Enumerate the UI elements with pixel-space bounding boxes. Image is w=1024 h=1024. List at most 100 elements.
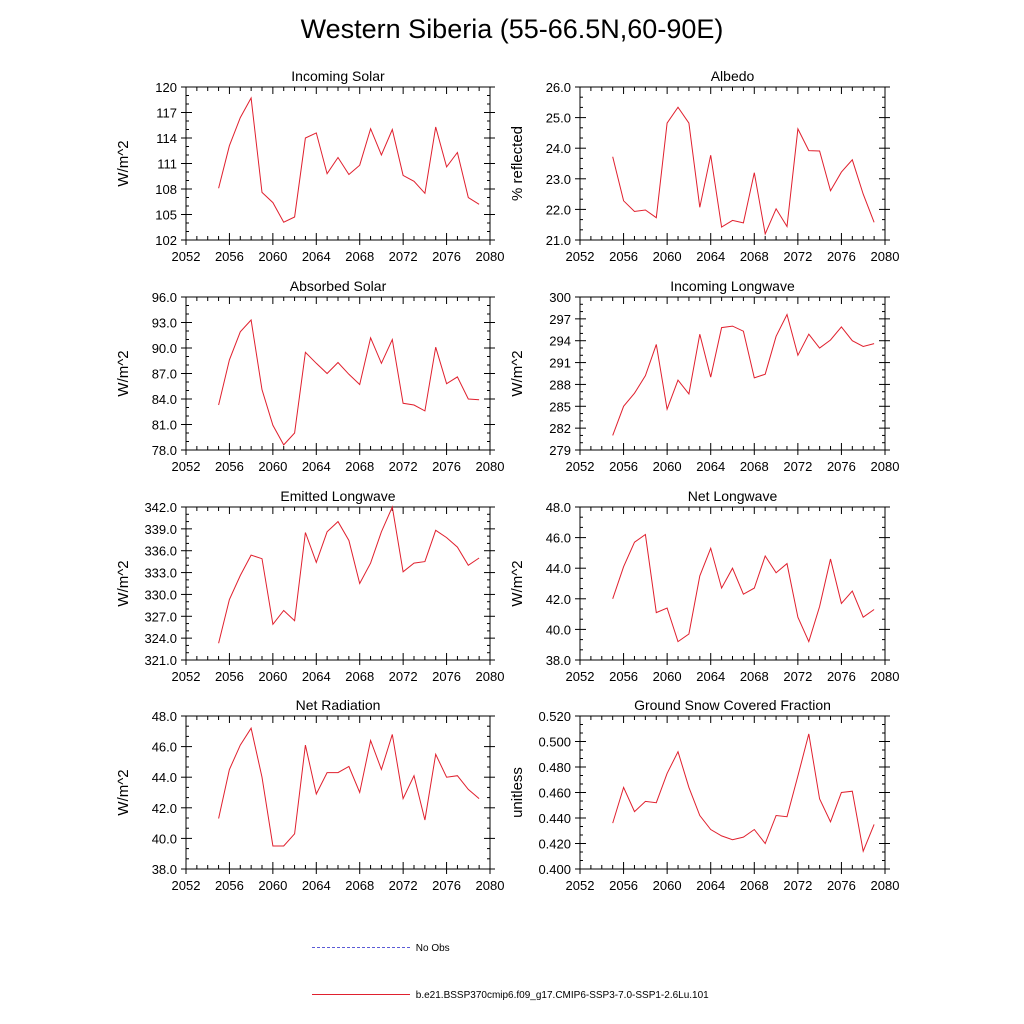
x-tick-label: 2064 xyxy=(302,459,331,474)
y-tick-label: 279 xyxy=(549,443,571,458)
x-tick-label: 2052 xyxy=(172,878,201,893)
y-tick-label: 330.0 xyxy=(144,587,177,602)
y-tick-label: 93.0 xyxy=(152,316,177,331)
x-tick-label: 2064 xyxy=(696,459,725,474)
y-axis-label: unitless xyxy=(509,767,526,818)
x-tick-label: 2072 xyxy=(389,459,418,474)
x-tick-label: 2060 xyxy=(653,249,682,264)
y-tick-label: 48.0 xyxy=(546,500,571,515)
x-tick-label: 2056 xyxy=(609,878,638,893)
x-tick-label: 2060 xyxy=(258,249,287,264)
y-tick-label: 0.520 xyxy=(538,709,571,724)
x-tick-label: 2068 xyxy=(345,669,374,684)
x-tick-label: 2052 xyxy=(172,459,201,474)
y-tick-label: 40.0 xyxy=(546,622,571,637)
y-tick-label: 84.0 xyxy=(152,392,177,407)
y-tick-label: 46.0 xyxy=(152,740,177,755)
y-tick-label: 300 xyxy=(549,290,571,305)
x-tick-label: 2052 xyxy=(172,249,201,264)
x-tick-label: 2072 xyxy=(783,878,812,893)
y-tick-label: 42.0 xyxy=(152,801,177,816)
x-tick-label: 2060 xyxy=(258,878,287,893)
x-tick-label: 2052 xyxy=(566,669,595,684)
x-tick-label: 2060 xyxy=(653,459,682,474)
y-axis-label: W/m^2 xyxy=(509,350,526,396)
series-line xyxy=(612,313,875,436)
y-tick-label: 44.0 xyxy=(546,561,571,576)
y-axis-label: W/m^2 xyxy=(115,560,132,606)
x-tick-label: 2080 xyxy=(871,878,900,893)
x-tick-label: 2068 xyxy=(345,459,374,474)
x-tick-label: 2080 xyxy=(476,459,505,474)
legend-line-solid xyxy=(312,994,410,996)
plot-frame xyxy=(579,86,886,241)
x-tick-label: 2060 xyxy=(258,669,287,684)
chart-title: Albedo xyxy=(711,68,755,84)
y-tick-label: 120 xyxy=(155,80,177,95)
x-tick-label: 2080 xyxy=(871,249,900,264)
series-line xyxy=(218,96,480,223)
y-tick-label: 339.0 xyxy=(144,522,177,537)
x-tick-label: 2060 xyxy=(653,669,682,684)
legend-label: b.e21.BSSP370cmip6.f09_g17.CMIP6-SSP3-7.… xyxy=(415,990,709,1001)
x-tick-label: 2072 xyxy=(783,669,812,684)
y-tick-label: 105 xyxy=(155,208,177,223)
y-tick-label: 90.0 xyxy=(152,341,177,356)
x-tick-label: 2076 xyxy=(432,459,461,474)
y-tick-label: 24.0 xyxy=(546,141,571,156)
x-tick-label: 2052 xyxy=(566,459,595,474)
x-tick-label: 2064 xyxy=(696,878,725,893)
y-tick-label: 22.0 xyxy=(546,202,571,217)
series-line xyxy=(218,318,480,446)
x-tick-label: 2056 xyxy=(609,669,638,684)
y-tick-label: 285 xyxy=(549,399,571,414)
x-tick-label: 2064 xyxy=(302,249,331,264)
x-tick-label: 2072 xyxy=(389,249,418,264)
x-tick-label: 2064 xyxy=(302,669,331,684)
plot-frame xyxy=(185,86,491,241)
y-tick-label: 0.440 xyxy=(538,811,571,826)
chart-title: Net Radiation xyxy=(296,697,381,713)
y-tick-label: 108 xyxy=(155,182,177,197)
y-tick-label: 333.0 xyxy=(144,566,177,581)
x-tick-label: 2056 xyxy=(215,459,244,474)
y-tick-label: 78.0 xyxy=(152,443,177,458)
chart-title: Net Longwave xyxy=(688,488,778,504)
x-tick-label: 2068 xyxy=(345,249,374,264)
y-tick-label: 111 xyxy=(157,157,177,172)
x-tick-label: 2080 xyxy=(476,878,505,893)
chart-title: Incoming Solar xyxy=(291,68,385,84)
plot-frame xyxy=(185,296,491,451)
y-tick-label: 46.0 xyxy=(546,531,571,546)
chart-albedo: Albedo % reflected 2052 2056 2060 2064 2068 207… xyxy=(509,68,899,264)
y-tick-label: 0.460 xyxy=(538,786,571,801)
x-tick-label: 2076 xyxy=(432,669,461,684)
x-tick-label: 2076 xyxy=(827,459,856,474)
y-tick-label: 0.500 xyxy=(538,735,571,750)
y-axis-label: % reflected xyxy=(509,126,526,201)
x-tick-label: 2056 xyxy=(215,249,244,264)
chart-title: Ground Snow Covered Fraction xyxy=(634,697,831,713)
y-tick-label: 102 xyxy=(155,233,177,248)
y-axis-label: W/m^2 xyxy=(115,769,132,815)
x-tick-label: 2052 xyxy=(566,878,595,893)
y-axis-label: W/m^2 xyxy=(509,560,526,606)
y-tick-label: 26.0 xyxy=(546,80,571,95)
x-tick-label: 2052 xyxy=(566,249,595,264)
x-tick-label: 2068 xyxy=(740,249,769,264)
y-tick-label: 336.0 xyxy=(144,544,177,559)
plot-frame xyxy=(185,715,491,870)
y-tick-label: 297 xyxy=(549,312,571,327)
chart-ground-snow-covered-fraction: Ground Snow Covered Fraction unitless 2052… xyxy=(509,697,899,893)
x-tick-label: 2068 xyxy=(740,878,769,893)
chart-incoming-solar: Incoming Solar W/m^2 2052 2056 2060 2064 2068 2… xyxy=(115,68,504,264)
x-tick-label: 2072 xyxy=(783,249,812,264)
chart-title: Emitted Longwave xyxy=(280,488,395,504)
x-tick-label: 2072 xyxy=(389,669,418,684)
x-tick-label: 2060 xyxy=(653,878,682,893)
y-tick-label: 291 xyxy=(549,356,571,371)
y-tick-label: 327.0 xyxy=(144,609,177,624)
y-tick-label: 42.0 xyxy=(546,592,571,607)
legend-entry-no-obs: No Obs xyxy=(312,943,450,954)
y-tick-label: 87.0 xyxy=(152,367,177,382)
